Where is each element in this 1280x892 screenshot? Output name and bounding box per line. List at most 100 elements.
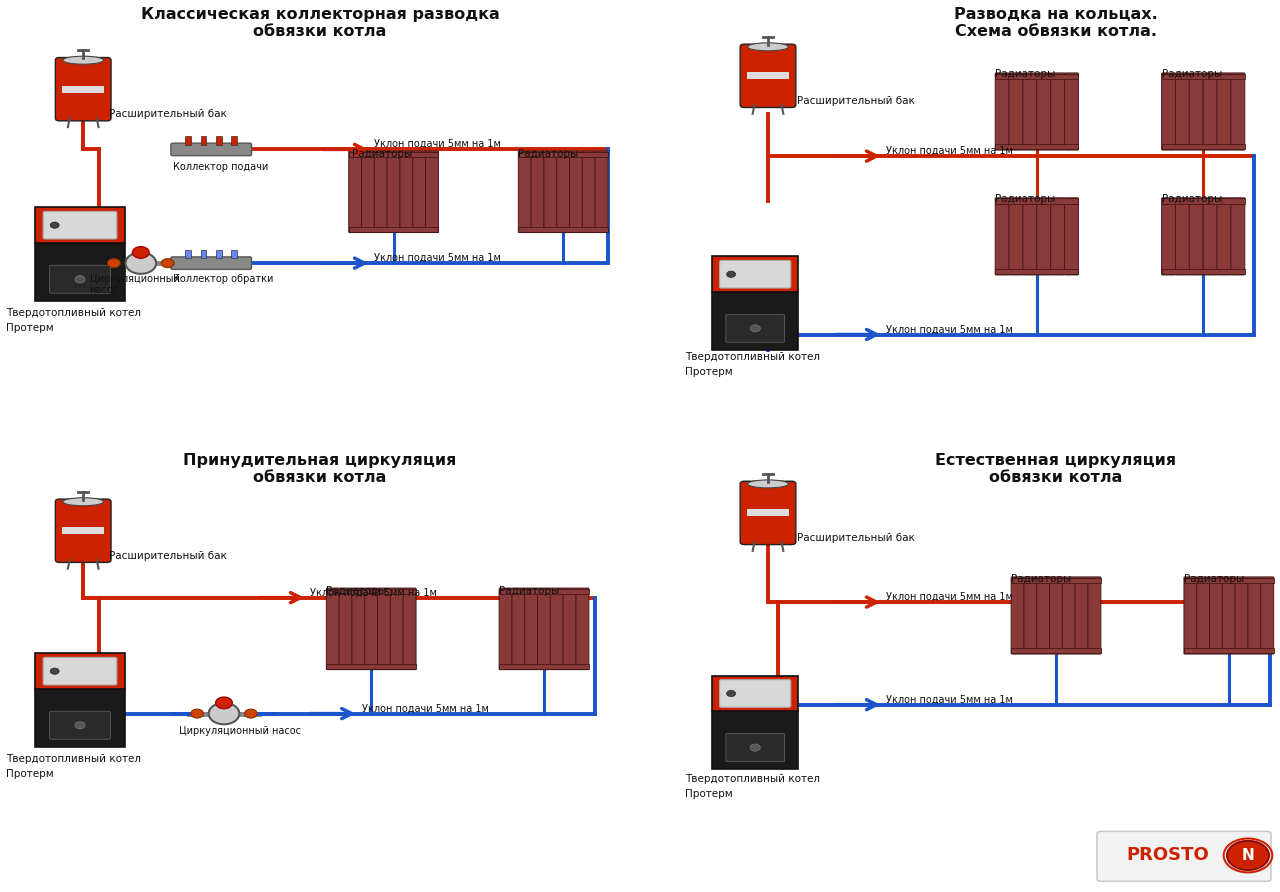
FancyBboxPatch shape: [403, 588, 416, 670]
FancyBboxPatch shape: [1217, 73, 1231, 150]
FancyBboxPatch shape: [719, 680, 791, 707]
FancyBboxPatch shape: [1197, 577, 1210, 654]
FancyBboxPatch shape: [1050, 577, 1062, 654]
FancyBboxPatch shape: [1162, 73, 1175, 150]
FancyBboxPatch shape: [550, 588, 563, 670]
Text: Принудительная циркуляция
обвязки котла: Принудительная циркуляция обвязки котла: [183, 453, 457, 485]
Text: Коллектор подачи: Коллектор подачи: [173, 161, 268, 172]
FancyBboxPatch shape: [1065, 198, 1078, 275]
FancyBboxPatch shape: [748, 509, 788, 516]
FancyBboxPatch shape: [748, 72, 788, 79]
Text: Протерм: Протерм: [6, 769, 54, 780]
Text: Расширительный бак: Расширительный бак: [796, 533, 915, 543]
Ellipse shape: [63, 498, 104, 506]
Ellipse shape: [63, 56, 104, 64]
FancyBboxPatch shape: [1062, 577, 1075, 654]
Bar: [499, 664, 589, 669]
Bar: [348, 152, 438, 157]
FancyBboxPatch shape: [50, 711, 110, 739]
FancyBboxPatch shape: [1189, 73, 1203, 150]
FancyBboxPatch shape: [1261, 577, 1274, 654]
FancyBboxPatch shape: [1175, 73, 1189, 150]
FancyBboxPatch shape: [1075, 577, 1088, 654]
FancyBboxPatch shape: [740, 481, 796, 544]
Text: Твердотопливный котел: Твердотопливный котел: [6, 754, 141, 764]
Bar: [712, 711, 799, 769]
Circle shape: [74, 276, 84, 283]
Circle shape: [125, 252, 156, 274]
Bar: [326, 589, 416, 594]
Text: Протерм: Протерм: [6, 324, 54, 334]
FancyBboxPatch shape: [544, 151, 557, 233]
FancyBboxPatch shape: [412, 151, 426, 233]
Text: Протерм: Протерм: [685, 789, 732, 798]
FancyBboxPatch shape: [63, 527, 104, 534]
Circle shape: [215, 698, 233, 708]
FancyBboxPatch shape: [55, 500, 111, 563]
FancyBboxPatch shape: [1203, 198, 1217, 275]
FancyBboxPatch shape: [1235, 577, 1248, 654]
FancyBboxPatch shape: [339, 588, 352, 670]
Text: N: N: [1242, 848, 1254, 863]
FancyBboxPatch shape: [570, 151, 582, 233]
FancyBboxPatch shape: [1023, 73, 1037, 150]
Bar: [996, 144, 1079, 149]
Circle shape: [727, 690, 736, 697]
FancyBboxPatch shape: [1051, 198, 1065, 275]
FancyBboxPatch shape: [726, 314, 785, 343]
FancyBboxPatch shape: [365, 588, 378, 670]
FancyBboxPatch shape: [996, 73, 1009, 150]
FancyBboxPatch shape: [390, 588, 403, 670]
FancyBboxPatch shape: [1009, 198, 1023, 275]
Text: Твердотопливный котел: Твердотопливный котел: [685, 773, 819, 784]
Bar: [216, 251, 221, 259]
FancyBboxPatch shape: [1088, 577, 1101, 654]
FancyBboxPatch shape: [44, 211, 116, 239]
Bar: [712, 257, 799, 292]
Bar: [326, 664, 416, 669]
Bar: [1011, 578, 1101, 583]
FancyBboxPatch shape: [348, 151, 362, 233]
Bar: [1184, 578, 1274, 583]
Text: Радиаторы: Радиаторы: [996, 70, 1056, 79]
Bar: [499, 589, 589, 594]
Circle shape: [50, 222, 59, 228]
Circle shape: [750, 744, 760, 751]
FancyBboxPatch shape: [374, 151, 388, 233]
Bar: [1162, 144, 1244, 149]
FancyBboxPatch shape: [1222, 577, 1235, 654]
Text: Радиаторы: Радиаторы: [352, 149, 412, 160]
Circle shape: [244, 709, 257, 718]
Text: Расширительный бак: Расширительный бак: [109, 109, 227, 120]
FancyBboxPatch shape: [1175, 198, 1189, 275]
FancyBboxPatch shape: [1051, 73, 1065, 150]
Text: Уклон подачи 5мм на 1м: Уклон подачи 5мм на 1м: [886, 694, 1014, 705]
Text: Расширительный бак: Расширительный бак: [796, 96, 915, 106]
FancyBboxPatch shape: [576, 588, 589, 670]
Bar: [518, 152, 608, 157]
Bar: [36, 689, 125, 747]
Text: Радиаторы: Радиаторы: [996, 194, 1056, 204]
FancyBboxPatch shape: [1184, 577, 1197, 654]
Text: Естественная циркуляция
обвязки котла: Естественная циркуляция обвязки котла: [936, 453, 1176, 485]
FancyBboxPatch shape: [1097, 831, 1271, 881]
FancyBboxPatch shape: [1210, 577, 1222, 654]
FancyBboxPatch shape: [1162, 198, 1175, 275]
FancyBboxPatch shape: [1217, 198, 1231, 275]
FancyBboxPatch shape: [1203, 73, 1217, 150]
FancyBboxPatch shape: [378, 588, 390, 670]
Text: Циркуляционный: Циркуляционный: [90, 275, 179, 285]
Circle shape: [133, 247, 148, 259]
FancyBboxPatch shape: [387, 151, 401, 233]
FancyBboxPatch shape: [361, 151, 375, 233]
Text: Разводка на кольцах.
Схема обвязки котла.: Разводка на кольцах. Схема обвязки котла…: [954, 7, 1158, 39]
FancyBboxPatch shape: [425, 151, 439, 233]
Text: Уклон подачи 5мм на 1м: Уклон подачи 5мм на 1м: [886, 592, 1014, 602]
FancyBboxPatch shape: [1023, 198, 1037, 275]
FancyBboxPatch shape: [719, 260, 791, 288]
FancyBboxPatch shape: [1037, 198, 1051, 275]
Bar: [712, 292, 799, 351]
FancyBboxPatch shape: [499, 588, 512, 670]
Text: Уклон подачи 5мм на 1м: Уклон подачи 5мм на 1м: [886, 145, 1014, 156]
Text: Радиаторы: Радиаторы: [326, 587, 387, 597]
